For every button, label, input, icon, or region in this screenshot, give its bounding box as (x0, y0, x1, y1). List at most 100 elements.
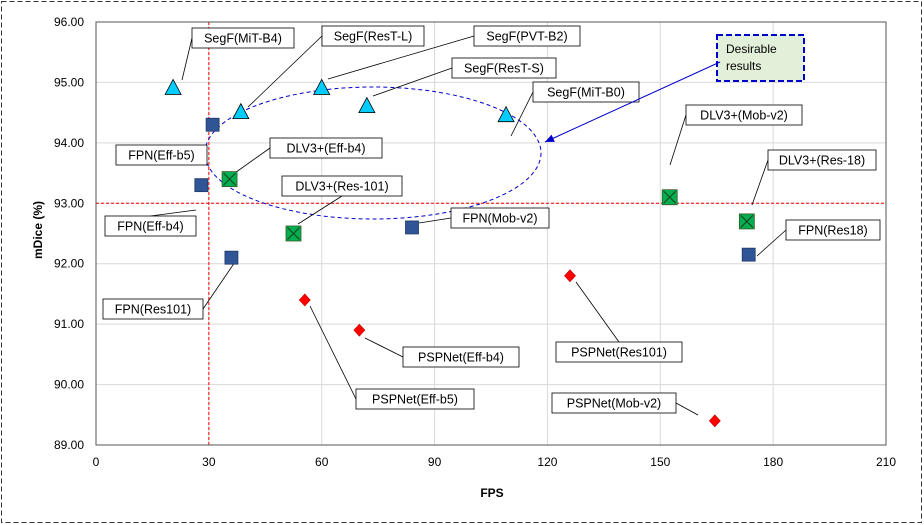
callout-label-segf-rest-l: SegF(ResT-L) (334, 30, 413, 44)
callout-box (451, 57, 557, 79)
leader-line (751, 159, 769, 206)
marker-segf-rest-s (358, 96, 376, 113)
marker-cross (287, 227, 300, 240)
callout-label-pspnet-mob-v2: PSPNet(Mob-v2) (567, 397, 661, 411)
callout-box (785, 219, 881, 241)
callout-label-fpn-res18: FPN(Res18) (798, 224, 867, 238)
marker-fpn-res101 (224, 250, 239, 265)
y-tick-label: 89.00 (54, 438, 84, 452)
leader-line (575, 281, 620, 343)
leader-line (297, 195, 343, 225)
x-tick-label: 210 (876, 455, 896, 469)
leader-line (231, 147, 271, 176)
x-tick-label: 60 (315, 455, 329, 469)
marker-fpn-res18 (741, 247, 756, 262)
callout-box (115, 144, 208, 166)
callout-box (532, 81, 640, 103)
leader-line (675, 402, 699, 416)
y-tick-label: 96.00 (54, 15, 84, 29)
x-axis-title: FPS (480, 486, 503, 500)
marker-pspnet-mob-v2 (708, 414, 721, 428)
annotation-box (716, 34, 805, 82)
y-tick-label: 92.00 (54, 257, 84, 271)
y-tick-label: 94.00 (54, 136, 84, 150)
marker-cross (740, 214, 754, 228)
callout-box (321, 25, 425, 47)
callout-label-dlv3-res-18: DLV3+(Res-18) (779, 154, 865, 168)
callout-label-dlv3-mob-v2: DLV3+(Mob-v2) (700, 109, 788, 123)
marker-pspnet-eff-b4 (353, 323, 366, 337)
callout-label-fpn-eff-b5: FPN(Eff-b5) (128, 149, 194, 163)
leader-line (150, 209, 197, 217)
leader-line (669, 114, 687, 166)
callout-box (402, 346, 520, 368)
callout-label-segf-rest-s: SegF(ResT-S) (464, 62, 544, 76)
tick-labels: 0 30 60 90 120 150 180 210 89.00 90.00 91.00 92.00 9… (54, 15, 896, 469)
leader-line (327, 35, 475, 80)
callout-label-pspnet-eff-b4: PSPNet(Eff-b4) (418, 351, 504, 365)
callout-label-segf-pvt-b2: SegF(PVT-B2) (486, 30, 567, 44)
marker-pspnet-res101 (564, 269, 576, 283)
plot-area-border (95, 21, 887, 446)
callout-box (269, 137, 383, 159)
y-tick-label: 90.00 (54, 378, 84, 392)
callout-box (685, 104, 803, 126)
callout-label-fpn-mob-v2: FPN(Mob-v2) (462, 212, 537, 226)
callout-labels: SegF(MiT-B4) SegF(ResT-L) SegF(PVT-B2) SegF… (102, 25, 881, 414)
callout-label-pspnet-eff-b5: PSPNet(Eff-b5) (372, 393, 458, 407)
callout-label-dlv3-eff-b4: DLV3+(Eff-b4) (286, 142, 365, 156)
marker-fpn-eff-b5 (205, 117, 220, 132)
callout-label-dlv3-res-101: DLV3+(Res-101) (295, 180, 388, 194)
reference-lines (96, 22, 886, 445)
callout-box (450, 207, 550, 229)
callout-box (104, 215, 197, 237)
callout-box (355, 388, 475, 410)
marker-fpn-mob-v2 (405, 220, 419, 235)
marker-fpn-eff-b4 (194, 178, 209, 193)
marker-segf-pvt-b2 (313, 78, 331, 95)
data-markers (164, 78, 756, 428)
leader-line (372, 67, 453, 97)
marker-cross (663, 190, 677, 204)
marker-segf-mit-b0 (497, 105, 515, 123)
callout-box (767, 149, 877, 171)
leader-line (364, 337, 404, 358)
leader-line (181, 37, 193, 81)
callout-box (473, 25, 581, 47)
marker-cross (223, 172, 236, 186)
x-tick-label: 150 (650, 455, 670, 469)
x-tick-label: 120 (537, 455, 557, 469)
marker-segf-rest-l (232, 102, 250, 120)
leader-lines (150, 35, 787, 416)
annotation-arrowhead (545, 134, 555, 142)
callout-box (191, 27, 295, 49)
annotation-text-line-1: Desirable (726, 42, 777, 56)
marker-pspnet-eff-b5 (298, 293, 311, 307)
callout-label-fpn-res101: FPN(Res101) (115, 303, 191, 317)
y-tick-label: 91.00 (54, 317, 84, 331)
leader-line (247, 35, 323, 108)
y-axis-title: mDice (%) (31, 201, 45, 259)
marker-segf-mit-b4 (164, 78, 182, 95)
marker-dlv3-eff-b4 (221, 171, 238, 188)
marker-dlv3-res-18 (738, 213, 755, 230)
callout-box (281, 175, 403, 197)
leader-line (309, 305, 357, 400)
callout-label-pspnet-res101: PSPNet(Res101) (571, 346, 667, 360)
callout-box (102, 298, 204, 320)
callout-box (555, 341, 683, 363)
x-tick-label: 180 (763, 455, 783, 469)
marker-dlv3-res-101 (285, 225, 302, 242)
annotation-arrow (544, 61, 721, 143)
leader-line (418, 217, 452, 224)
desirable-results-annotation: Desirable results (544, 34, 805, 143)
x-tick-label: 30 (202, 455, 216, 469)
leader-line (510, 91, 534, 137)
callout-box (551, 392, 677, 414)
marker-dlv3-mob-v2 (661, 189, 678, 206)
leader-line (756, 229, 787, 257)
annotation-text-line-2: results (726, 59, 761, 73)
callout-label-segf-mit-b0: SegF(MiT-B0) (547, 86, 625, 100)
